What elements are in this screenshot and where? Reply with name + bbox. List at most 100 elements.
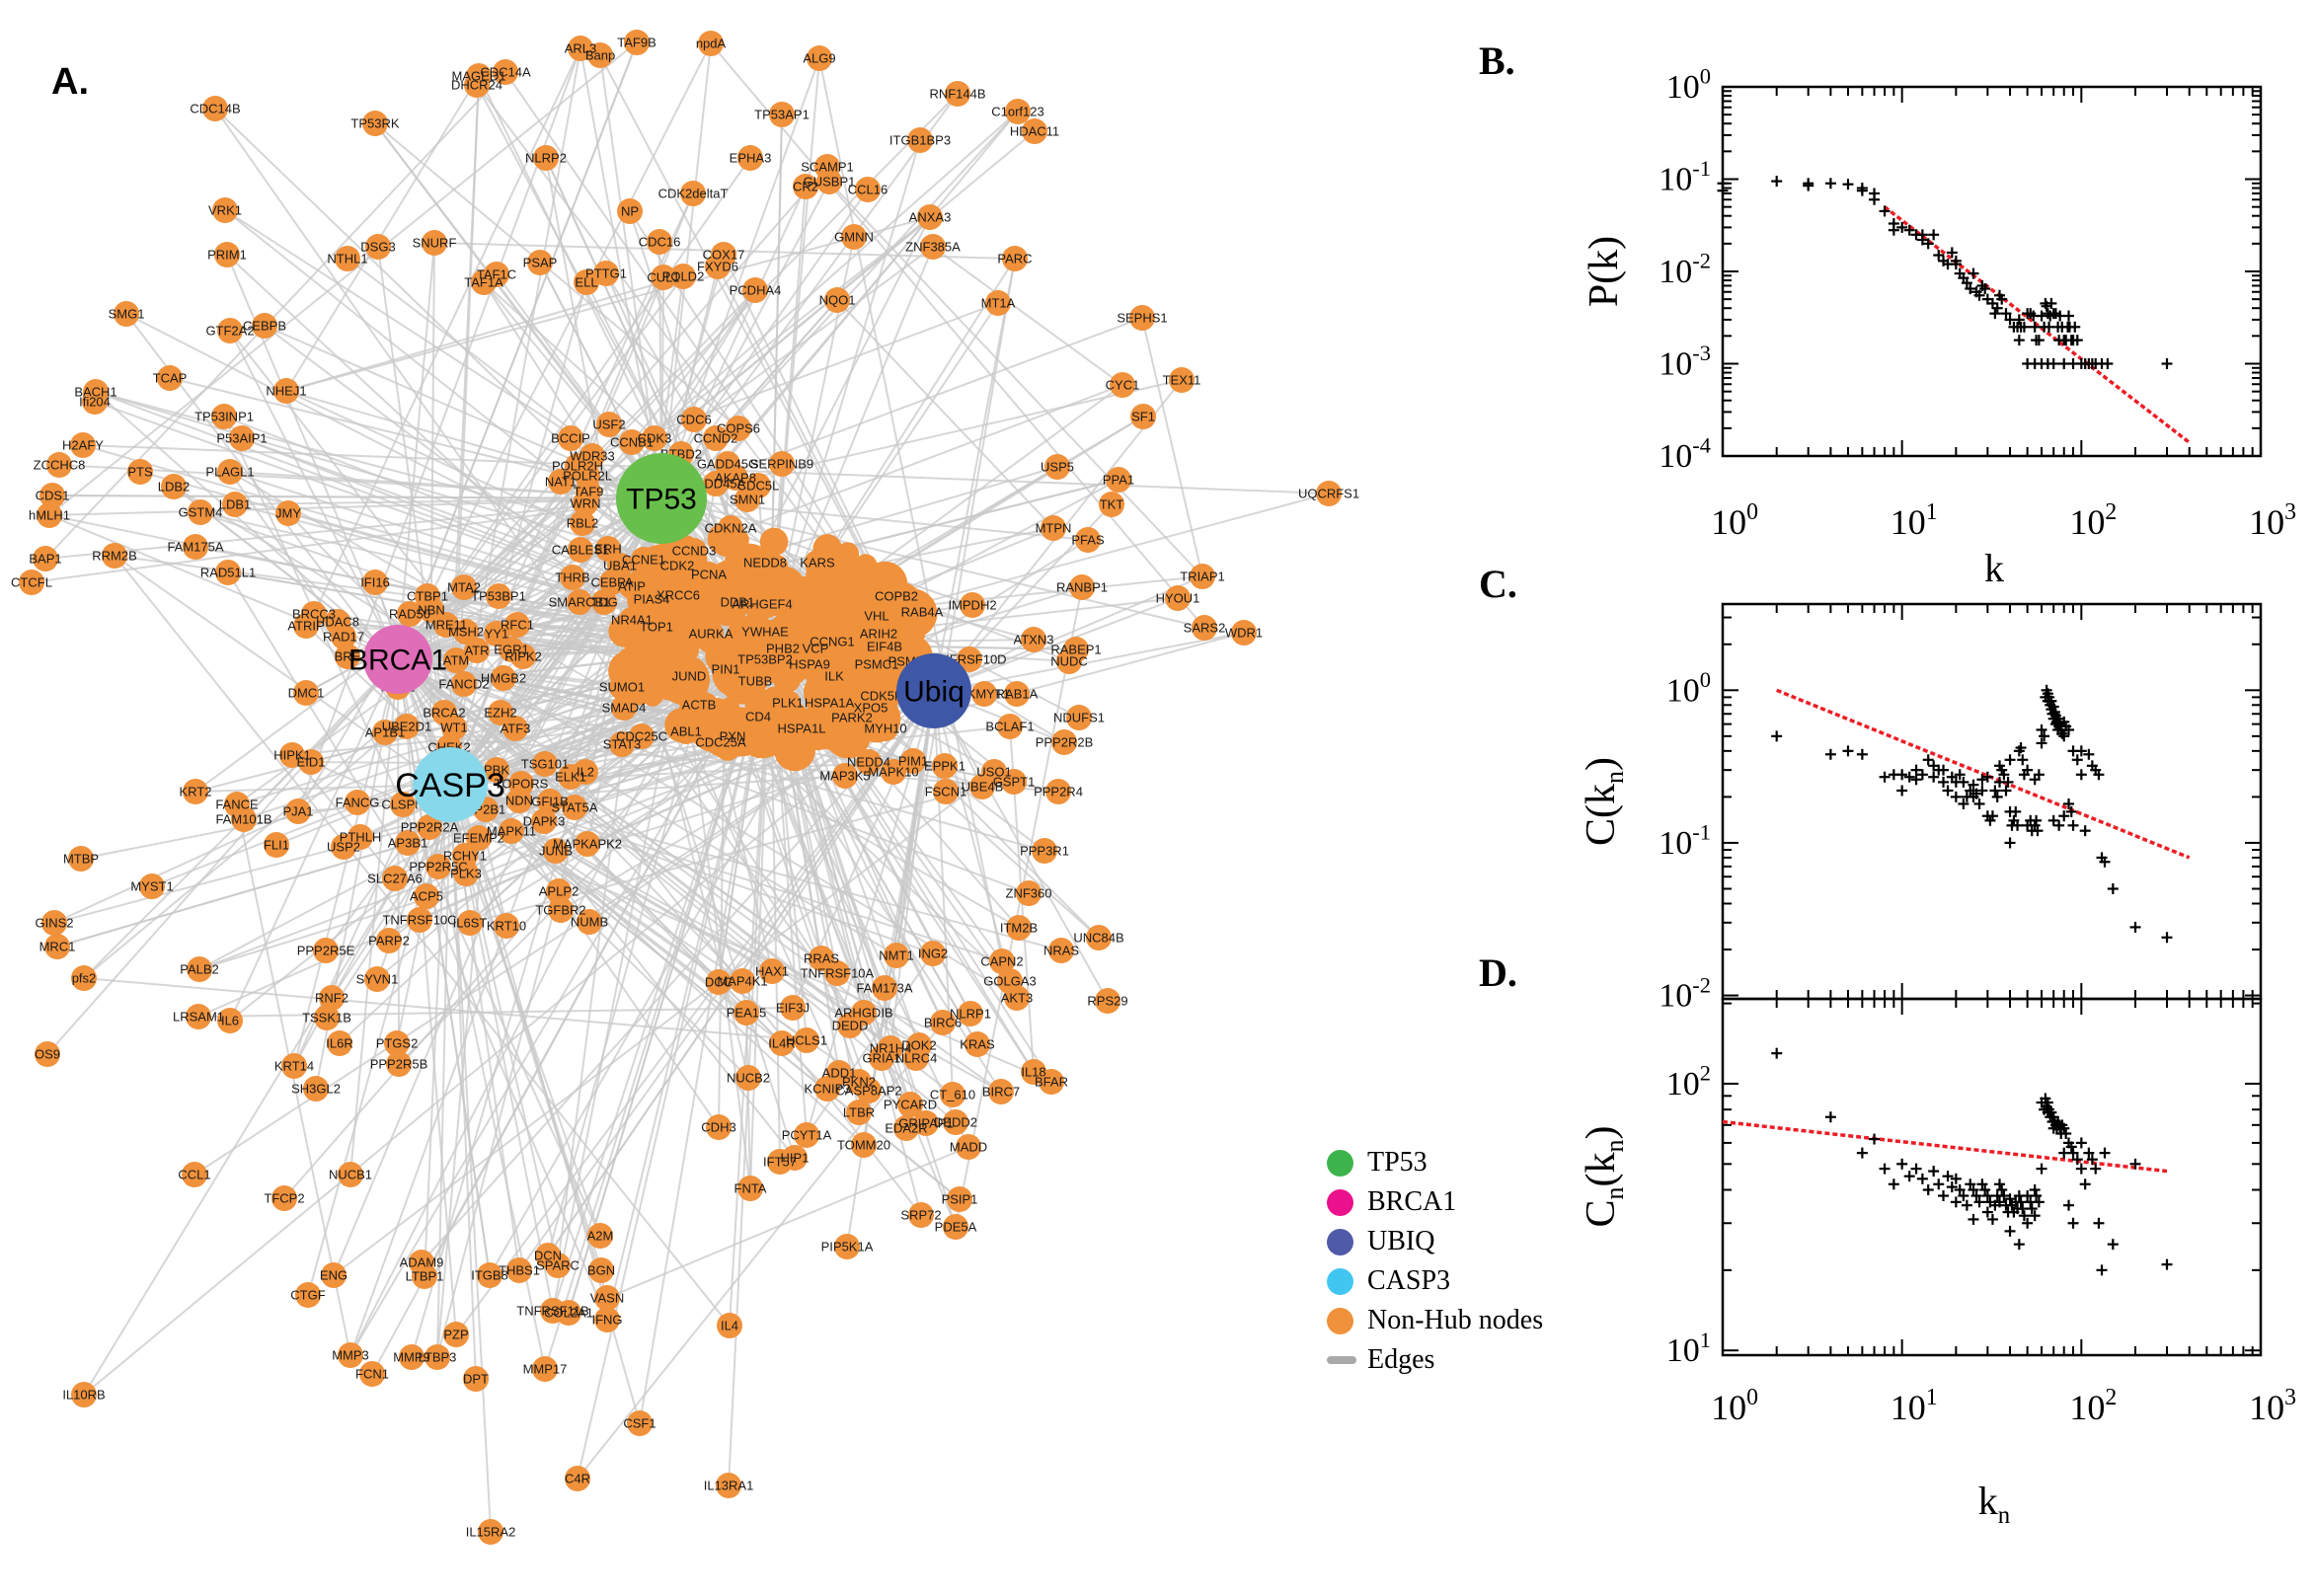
svg-text:RNF2: RNF2 [315,991,348,1006]
svg-text:NUDC: NUDC [1050,654,1088,669]
svg-text:VHL: VHL [864,609,888,624]
svg-text:TSSK1B: TSSK1B [302,1011,351,1026]
svg-text:MMP17: MMP17 [523,1362,568,1377]
svg-text:CUL1: CUL1 [647,270,679,285]
svg-text:MRE11: MRE11 [425,618,467,633]
svg-text:KRT2: KRT2 [180,785,212,799]
tick-label: 103 [2249,1385,2296,1427]
svg-text:GADD45G: GADD45G [697,457,758,472]
svg-text:ATXN3: ATXN3 [1014,633,1054,647]
tick-label: 103 [2249,499,2296,542]
svg-text:AKT3: AKT3 [1001,991,1034,1006]
svg-text:ADAM9: ADAM9 [400,1255,444,1270]
legend-item-tp53: TP53 [1327,1143,1623,1182]
svg-text:ING2: ING2 [918,947,948,961]
svg-text:PHB2: PHB2 [766,642,800,656]
svg-text:PTS: PTS [127,465,153,480]
svg-text:PCNA: PCNA [691,568,727,582]
svg-text:ITGB1BP3: ITGB1BP3 [889,133,951,148]
svg-text:WT1: WT1 [440,721,467,735]
svg-text:LDB1: LDB1 [219,497,252,512]
svg-text:FANCD2: FANCD2 [438,677,489,692]
svg-text:WRN: WRN [570,496,600,511]
svg-text:MAP4K1: MAP4K1 [717,974,767,989]
svg-text:CASP3: CASP3 [395,767,505,804]
svg-text:SCAMP1: SCAMP1 [801,160,853,175]
svg-text:NLRP2: NLRP2 [525,151,567,166]
svg-text:COPB2: COPB2 [875,589,918,604]
svg-text:KRAS: KRAS [960,1037,995,1052]
svg-text:CDK3: CDK3 [638,431,672,446]
legend-label: Edges [1367,1344,1435,1375]
svg-text:Ifi204: Ifi204 [79,395,111,410]
svg-text:IFT57: IFT57 [763,1155,797,1170]
tick-label: 10-3 [1659,341,1711,382]
svg-text:ELK1: ELK1 [555,770,586,785]
svg-text:EIF3J: EIF3J [776,1001,810,1016]
plot-frame [1721,997,2263,1357]
chart-ckn-svg: 100 10-1 10-2 C(kn) [1579,602,2263,1015]
fit-line [1722,1119,2168,1174]
svg-text:FNTA: FNTA [734,1181,767,1196]
svg-text:HSPA1A: HSPA1A [805,696,855,711]
svg-text:KRT10: KRT10 [487,919,526,934]
svg-text:RIPK2: RIPK2 [504,649,542,664]
svg-text:NUCB2: NUCB2 [727,1071,770,1086]
svg-text:THBS1: THBS1 [499,1263,540,1278]
svg-text:HDAC8: HDAC8 [316,615,359,630]
legend-item-edges: Edges [1327,1340,1623,1380]
svg-text:PLK3: PLK3 [450,867,482,881]
svg-text:RRM2B: RRM2B [92,549,137,564]
svg-text:POLR2H: POLR2H [552,459,603,474]
svg-text:EGR1: EGR1 [494,643,528,657]
svg-text:PPP2R5B: PPP2R5B [370,1057,428,1072]
svg-text:GUSBP1: GUSBP1 [804,175,856,190]
svg-text:Ubiq: Ubiq [903,676,965,709]
svg-text:PTHLH: PTHLH [340,830,382,845]
svg-text:CDC14A: CDC14A [480,65,531,80]
svg-text:GOLGA3: GOLGA3 [983,974,1036,989]
svg-text:ARHGDIB: ARHGDIB [834,1006,892,1021]
svg-text:STAT5A: STAT5A [551,800,598,815]
svg-text:P53AIP1: P53AIP1 [216,431,267,446]
plot-frame [1721,602,2263,1001]
svg-text:HCLS1: HCLS1 [786,1033,827,1048]
svg-text:CCND2: CCND2 [694,431,738,446]
svg-text:NR1H4: NR1H4 [870,1041,912,1056]
svg-text:FSCN1: FSCN1 [925,785,967,799]
svg-text:HIPK1: HIPK1 [273,748,311,763]
svg-text:ITM2B: ITM2B [1000,921,1038,936]
svg-text:ERH: ERH [594,542,621,557]
svg-text:NHEJ1: NHEJ1 [266,384,306,399]
chart-clustering-coefficient: 100 10-1 10-2 C(kn) [1570,561,2316,1025]
svg-text:AURKA: AURKA [689,627,733,642]
svg-text:AP3B1: AP3B1 [388,836,427,851]
legend-item-nonhub: Non-Hub nodes [1327,1301,1623,1340]
svg-text:RNF144B: RNF144B [929,87,985,102]
svg-text:SYVN1: SYVN1 [356,972,399,987]
svg-text:ATF3: ATF3 [501,722,531,736]
svg-text:IMPDH2: IMPDH2 [948,598,996,613]
svg-text:IL6: IL6 [221,1014,239,1028]
tick-label: 101 [1891,499,1938,542]
svg-text:USP2: USP2 [327,840,360,855]
svg-text:FAM175A: FAM175A [167,540,223,555]
svg-text:HIP1: HIP1 [781,1151,810,1166]
svg-text:CASP8AP2: CASP8AP2 [835,1084,901,1099]
svg-text:PFAS: PFAS [1071,533,1105,548]
legend-label: TP53 [1367,1147,1428,1178]
svg-text:NLRP1: NLRP1 [950,1007,991,1022]
svg-text:AP1B1: AP1B1 [365,725,405,740]
svg-text:CCL16: CCL16 [848,183,888,197]
svg-text:ELL: ELL [575,275,597,290]
svg-text:BFAR: BFAR [1035,1075,1068,1090]
svg-text:YY1: YY1 [485,627,509,642]
svg-text:CEBPB: CEBPB [243,319,286,334]
svg-text:RFC1: RFC1 [501,618,534,633]
svg-text:VASN: VASN [590,1291,624,1306]
svg-text:COL2A1: COL2A1 [544,1306,593,1321]
legend-label: CASP3 [1367,1265,1451,1296]
svg-text:STAT3: STAT3 [603,737,642,752]
